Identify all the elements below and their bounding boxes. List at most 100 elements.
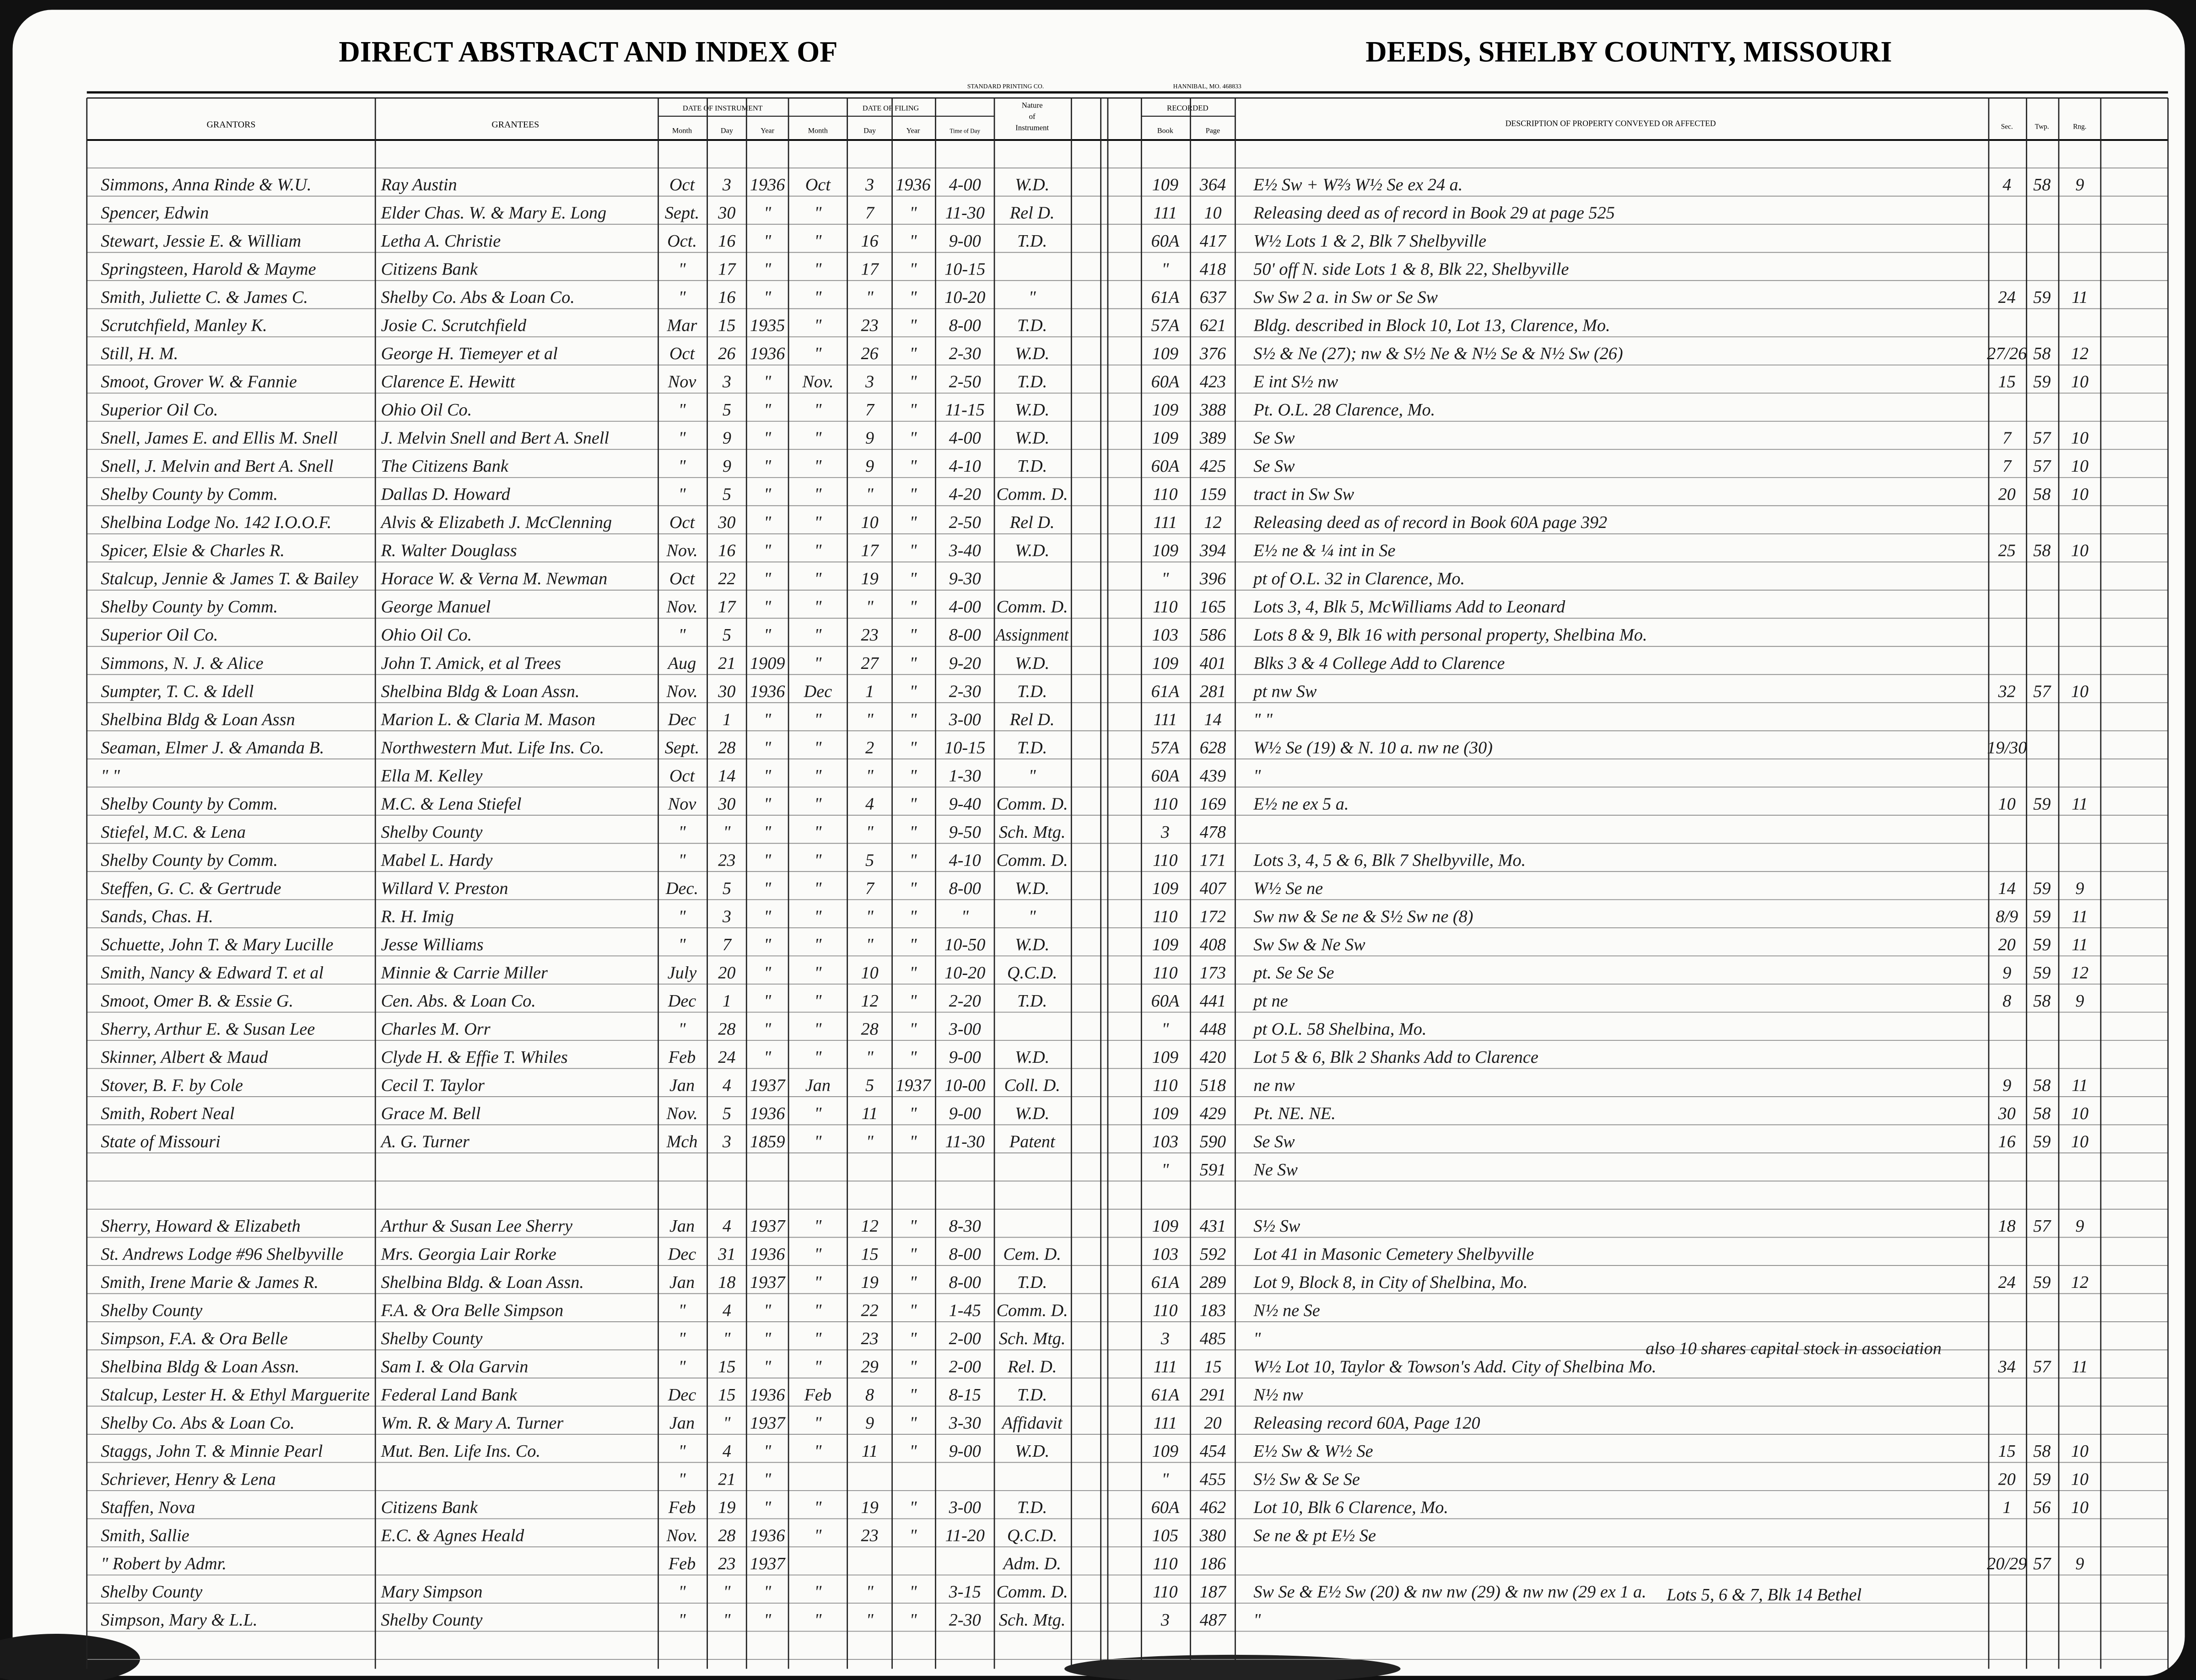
instrument-day: 3 (722, 907, 731, 926)
book: 111 (1154, 1413, 1177, 1432)
instrument-year: " (764, 1048, 772, 1067)
filing-month: " (814, 766, 822, 786)
filing-time: 2-50 (949, 513, 981, 532)
instrument-month: Dec (668, 1244, 696, 1264)
filing-month: " (814, 625, 822, 645)
filing-month: " (814, 569, 822, 588)
instrument-month: Mch (666, 1132, 698, 1151)
description: " (1253, 1329, 1261, 1348)
grantor: Shelbina Bldg & Loan Assn (101, 710, 295, 729)
section: 30 (1998, 1104, 2016, 1123)
instrument-year: " (764, 232, 772, 251)
instrument-month: Nov (668, 794, 696, 813)
grantor: Simmons, Anna Rinde & W.U. (101, 175, 311, 194)
subheader: Day (721, 127, 734, 135)
filing-year: " (909, 1385, 917, 1405)
instrument-day: 21 (718, 654, 735, 673)
filing-year: " (909, 1526, 917, 1545)
page: 431 (1200, 1217, 1226, 1236)
township: 59 (2033, 879, 2050, 898)
township: 59 (2033, 1132, 2050, 1151)
filing-year: " (909, 569, 917, 588)
instrument-month: " (678, 429, 686, 448)
instrument-nature: W.D. (1015, 1442, 1049, 1461)
subheader: Sec. (2001, 123, 2013, 131)
township: 59 (2033, 288, 2050, 307)
book: 109 (1152, 1048, 1178, 1067)
instrument-month: Oct (669, 344, 696, 363)
filing-year: " (909, 1498, 917, 1517)
instrument-month: " (678, 1301, 686, 1320)
instrument-year: " (764, 625, 772, 645)
range: 10 (2071, 1104, 2088, 1123)
instrument-year: " (764, 569, 772, 588)
filing-year: " (909, 1442, 917, 1461)
instrument-month: Dec (668, 1385, 696, 1405)
filing-day: 12 (861, 1217, 878, 1236)
grantor: Snell, James E. and Ellis M. Snell (101, 429, 337, 448)
filing-month: " (814, 1301, 822, 1320)
smudge (0, 1634, 140, 1680)
instrument-year: " (764, 823, 772, 842)
page: 439 (1200, 766, 1226, 786)
range: 10 (2071, 429, 2088, 448)
filing-year: " (909, 1019, 917, 1039)
instrument-month: " (678, 1470, 686, 1489)
grantee: Shelby County (381, 823, 482, 842)
annotation: also 10 shares capital stock in associat… (1646, 1339, 1942, 1358)
section: 10 (1998, 794, 2016, 813)
page: 186 (1200, 1554, 1226, 1573)
instrument-month: Nov. (666, 541, 697, 560)
filing-time: 10-00 (944, 1076, 985, 1095)
filing-year: " (909, 1610, 917, 1630)
instrument-year: " (764, 513, 772, 532)
grantee: Letha A. Christie (380, 232, 501, 251)
section: 25 (1998, 541, 2016, 560)
grantor: Steffen, G. C. & Gertrude (101, 879, 281, 898)
book: " (1161, 260, 1169, 279)
filing-time: 11-15 (945, 400, 985, 420)
township: 57 (2033, 1357, 2051, 1376)
township: 59 (2033, 794, 2050, 813)
filing-month: " (814, 654, 822, 673)
grantor: Superior Oil Co. (101, 625, 218, 645)
section: 27/26 (1987, 344, 2027, 363)
filing-day: 8 (865, 1385, 874, 1405)
township: 58 (2033, 1076, 2050, 1095)
range: 10 (2071, 541, 2088, 560)
filing-day: " (866, 935, 874, 954)
instrument-day: 7 (723, 935, 732, 954)
book: 110 (1153, 598, 1178, 617)
instrument-nature: " (1029, 766, 1036, 786)
filing-day: " (866, 485, 874, 504)
book: 57A (1151, 316, 1180, 335)
instrument-year: 1937 (750, 1413, 786, 1432)
page: 159 (1200, 485, 1226, 504)
instrument-day: 14 (718, 766, 735, 786)
instrument-day: 15 (718, 1385, 735, 1405)
filing-year: " (909, 598, 917, 617)
filing-year: " (909, 1301, 917, 1320)
filing-time: 9-20 (949, 654, 981, 673)
grantor: Still, H. M. (101, 344, 178, 363)
filing-day: 23 (861, 1526, 878, 1545)
subheader: Page (1206, 127, 1220, 135)
grantor: Shelby Co. Abs & Loan Co. (101, 1413, 294, 1432)
description: Sw Sw & Ne Sw (1253, 935, 1365, 954)
range: 9 (2075, 879, 2084, 898)
instrument-year: 1937 (750, 1554, 786, 1573)
filing-day: 3 (865, 175, 874, 194)
subheader: Year (906, 127, 920, 135)
filing-time: 10-50 (944, 935, 985, 954)
filing-time: 8-15 (949, 1385, 981, 1405)
subheader: Twp. (2035, 123, 2049, 131)
page: 12 (1204, 513, 1221, 532)
instrument-nature: Coll. D. (1004, 1076, 1060, 1095)
filing-month: Jan (805, 1076, 831, 1095)
grantee: Shelby County (381, 1610, 482, 1630)
page: 291 (1200, 1385, 1226, 1405)
page: 408 (1200, 935, 1226, 954)
description: 50' off N. side Lots 1 & 8, Blk 22, Shel… (1253, 260, 1569, 279)
grantee: Shelbina Bldg & Loan Assn. (381, 682, 579, 701)
filing-time: 10-20 (944, 963, 985, 982)
